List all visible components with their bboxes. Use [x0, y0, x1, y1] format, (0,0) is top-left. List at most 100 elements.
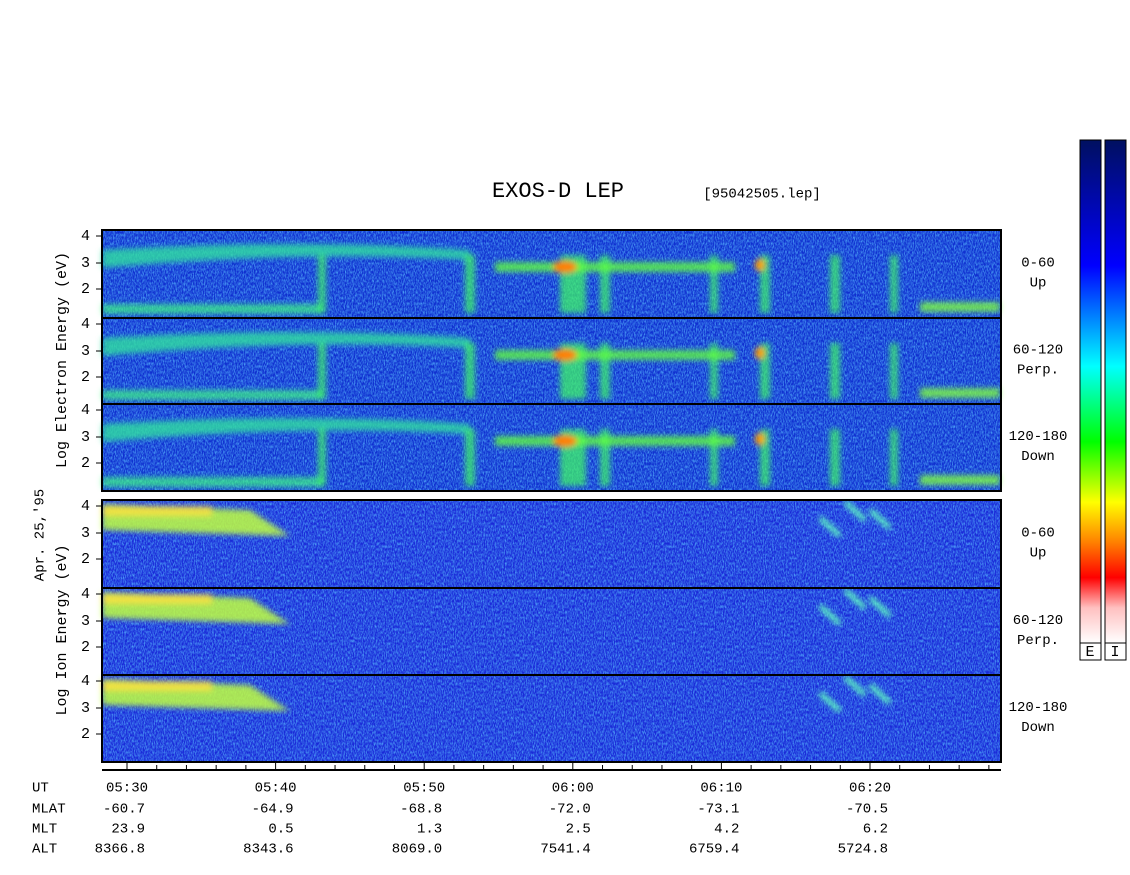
orbit-value: 5724.8 — [838, 842, 888, 858]
pitch-range: 120-180 — [1009, 429, 1068, 445]
hotspot — [755, 259, 765, 271]
y-tick-label: 4 — [81, 316, 90, 333]
y-tick-label: 2 — [81, 455, 90, 472]
streak — [843, 500, 867, 522]
burst — [760, 343, 770, 399]
band — [102, 390, 322, 400]
band — [920, 388, 1000, 398]
band — [920, 302, 1000, 312]
burst — [890, 343, 898, 399]
spectrogram-features — [102, 675, 892, 713]
row-label: UT — [32, 781, 49, 797]
orbit-value: 6759.4 — [689, 842, 739, 858]
orbit-value: 06:20 — [849, 781, 891, 797]
y-tick-label: 3 — [81, 343, 90, 360]
row-label: MLT — [32, 822, 57, 838]
spectrogram-features — [102, 244, 1000, 314]
spectrogram-panels — [101, 229, 1002, 763]
band — [495, 436, 735, 446]
title: EXOS-D LEP — [492, 179, 624, 204]
y-tick-label: 2 — [81, 551, 90, 568]
orbit-value: -70.5 — [846, 802, 888, 818]
burst — [890, 255, 898, 313]
streak — [818, 604, 842, 626]
burst — [890, 429, 898, 486]
spectrogram-features — [102, 332, 1000, 400]
orbit-value: 06:10 — [700, 781, 742, 797]
colorbar — [1079, 139, 1102, 644]
pitch-range: 0-60 — [1021, 256, 1055, 272]
y-tick-label: 4 — [81, 673, 90, 690]
orbit-value: 4.2 — [714, 822, 739, 838]
colorbar-label-box — [1079, 642, 1102, 661]
orbit-value: 05:30 — [106, 781, 148, 797]
orbit-value: 1.3 — [417, 822, 442, 838]
orbit-value: 05:40 — [255, 781, 297, 797]
orbit-value: -60.7 — [103, 802, 145, 818]
burst — [600, 255, 610, 313]
spectrogram-features — [102, 588, 892, 626]
colorbar-label: I — [1110, 644, 1119, 661]
panel-frame — [101, 403, 1002, 492]
orbit-value: 2.5 — [566, 822, 591, 838]
burst — [830, 255, 840, 313]
y-tick-label: 4 — [81, 586, 90, 603]
burst — [600, 343, 610, 399]
burst — [760, 429, 770, 486]
streak — [818, 691, 842, 713]
streak — [868, 596, 892, 618]
band — [102, 304, 322, 314]
orbit-value: 06:00 — [552, 781, 594, 797]
pitch-direction: Up — [1030, 276, 1047, 292]
band — [102, 332, 470, 356]
band — [102, 594, 212, 604]
pitch-range: 60-120 — [1013, 613, 1063, 629]
y-tick-label: 3 — [81, 700, 90, 717]
y-tick-label: 2 — [81, 369, 90, 386]
streak — [868, 683, 892, 705]
burst — [710, 429, 718, 486]
orbit-value: 6.2 — [863, 822, 888, 838]
hotspot — [755, 433, 765, 445]
y-tick-label: 2 — [81, 726, 90, 743]
spectrogram-features — [102, 500, 892, 538]
hotspot — [553, 261, 577, 273]
pitch-range: 120-180 — [1009, 700, 1068, 716]
pitch-direction: Down — [1021, 720, 1055, 736]
band — [102, 418, 470, 442]
y-tick-label: 4 — [81, 498, 90, 515]
burst — [318, 343, 326, 399]
pitch-range: 0-60 — [1021, 526, 1055, 542]
band — [920, 475, 1000, 485]
pitch-direction: Perp. — [1017, 363, 1059, 379]
spectrogram-features — [102, 418, 1000, 487]
orbit-value: -68.8 — [400, 802, 442, 818]
orbit-value: 8366.8 — [95, 842, 145, 858]
hotspot — [755, 347, 765, 359]
pitch-direction: Down — [1021, 449, 1055, 465]
burst — [465, 429, 475, 486]
pitch-direction: Up — [1030, 546, 1047, 562]
band — [102, 506, 212, 516]
orbit-value: -64.9 — [252, 802, 294, 818]
band — [495, 262, 735, 272]
panel-frame — [101, 674, 1002, 763]
orbit-value: 7541.4 — [540, 842, 590, 858]
orbit-value: 8343.6 — [243, 842, 293, 858]
band — [102, 681, 212, 691]
burst — [318, 429, 326, 486]
row-label: MLAT — [32, 802, 66, 818]
streak — [818, 516, 842, 538]
burst — [760, 255, 770, 313]
burst — [830, 429, 840, 486]
y-tick-label: 4 — [81, 228, 90, 245]
y-tick-label: 4 — [81, 402, 90, 419]
row-label: ALT — [32, 842, 57, 858]
streak — [843, 588, 867, 610]
y-tick-label: 2 — [81, 639, 90, 656]
orbit-value: -72.0 — [549, 802, 591, 818]
burst — [830, 343, 840, 399]
y-tick-label: 3 — [81, 613, 90, 630]
colorbar — [1104, 139, 1127, 644]
